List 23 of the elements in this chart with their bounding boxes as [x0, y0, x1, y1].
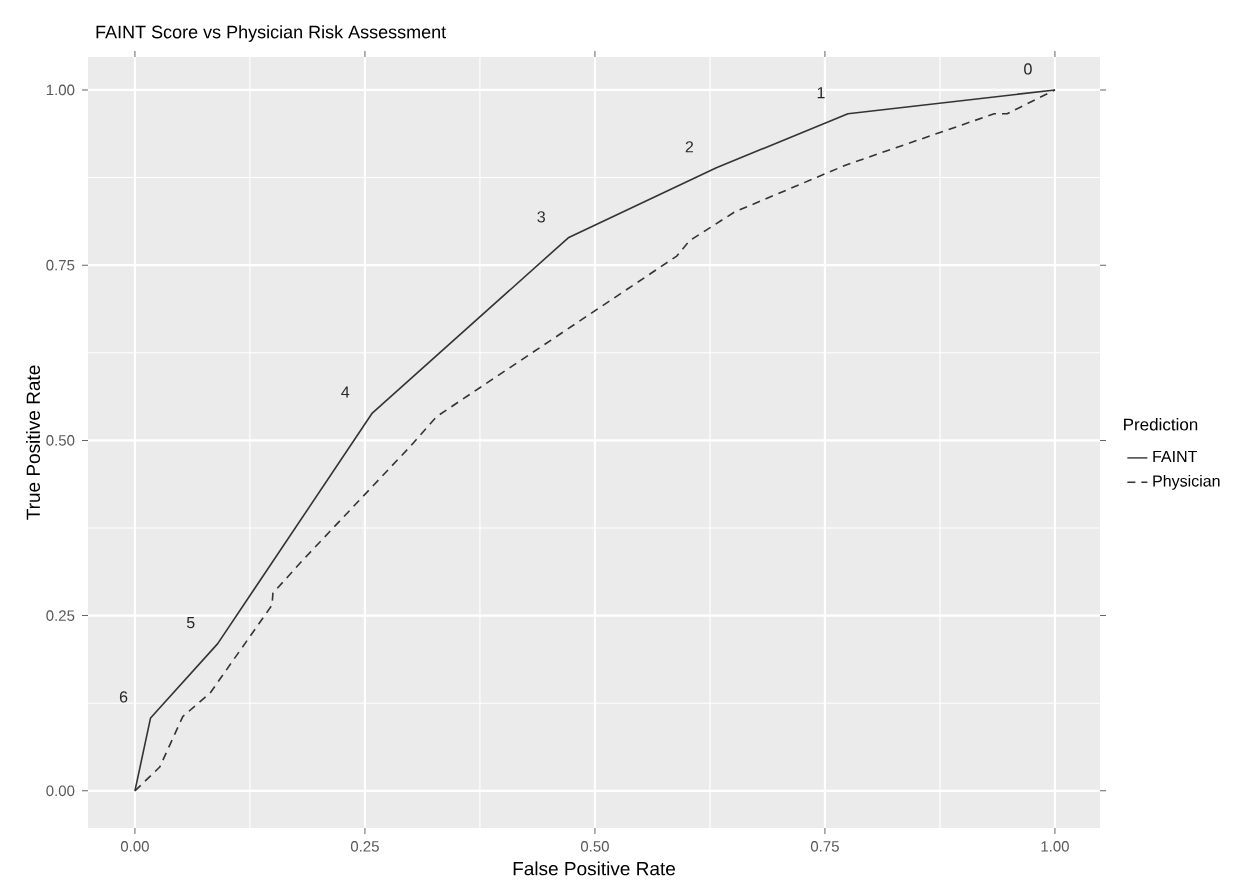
annotation: 2 — [685, 141, 694, 153]
y-tick-label: 1.00 — [46, 84, 75, 96]
x-tick-label: 0.25 — [350, 841, 379, 852]
annotation: 1 — [817, 87, 825, 99]
x-tick-label: 0.50 — [580, 841, 609, 852]
annotation: 5 — [186, 617, 195, 629]
annotation: 0 — [1024, 63, 1032, 75]
y-tick-label: 0.75 — [46, 259, 75, 271]
chart-title: FAINT Score vs Physician Risk Assessment — [96, 25, 446, 42]
x-axis-title: False Positive Rate — [513, 861, 675, 876]
legend-title: Prediction — [1124, 418, 1198, 431]
legend-label: FAINT — [1153, 450, 1198, 462]
y-tick-label: 0.25 — [46, 610, 75, 621]
y-axis-title: True Positive Rate — [26, 365, 41, 520]
x-tick-label: 1.00 — [1041, 841, 1069, 852]
x-tick-label: 0.00 — [120, 841, 149, 852]
annotation: 6 — [119, 691, 128, 703]
annotation: 4 — [341, 386, 350, 398]
annotation: 3 — [537, 211, 545, 223]
y-tick-label: 0.50 — [46, 435, 75, 446]
y-tick-label: 0.00 — [46, 785, 75, 797]
legend-label: Physician — [1153, 474, 1220, 490]
x-tick-label: 0.75 — [810, 841, 839, 852]
